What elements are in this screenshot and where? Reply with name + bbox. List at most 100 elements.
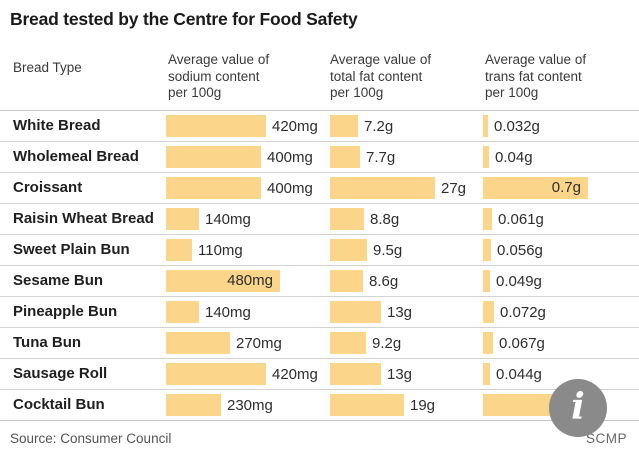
sodium-cell: 480mg [166, 266, 280, 296]
sodium-value: 400mg [267, 148, 313, 166]
source-note: Source: Consumer Council [10, 431, 172, 446]
fat-bar [330, 239, 367, 261]
fat-cell: 8.6g [330, 266, 398, 296]
sodium-value: 420mg [272, 365, 318, 383]
trans-bar: 0.7g [483, 177, 588, 199]
sodium-bar [166, 301, 199, 323]
fat-bar [330, 146, 360, 168]
fat-value: 19g [410, 396, 436, 414]
trans-cell: 0.061g [483, 204, 544, 234]
fat-bar [330, 363, 381, 385]
sodium-cell: 420mg [166, 359, 318, 389]
fat-bar [330, 332, 366, 354]
column-header-trans-fat: Average value of trans fat content per 1… [485, 52, 587, 100]
fat-bar [330, 115, 358, 137]
trans-bar [483, 239, 491, 261]
sodium-bar [166, 394, 221, 416]
bread-type-label: Wholemeal Bread [13, 148, 139, 165]
info-icon[interactable]: i [549, 379, 607, 437]
fat-cell: 8.8g [330, 204, 399, 234]
sodium-value: 420mg [272, 117, 318, 135]
sodium-value: 230mg [227, 396, 273, 414]
trans-bar [483, 115, 488, 137]
sodium-bar [166, 177, 261, 199]
trans-value: 0.044g [496, 365, 542, 383]
fat-bar [330, 394, 404, 416]
table-row: White Bread 420mg 7.2g 0.032g [0, 111, 639, 142]
sodium-bar [166, 332, 230, 354]
column-header-bread-type: Bread Type [13, 60, 82, 75]
table-row: Pineapple Bun 140mg 13g 0.072g [0, 297, 639, 328]
table-row: Sweet Plain Bun 110mg 9.5g 0.056g [0, 235, 639, 266]
fat-cell: 13g [330, 359, 412, 389]
fat-bar [330, 208, 364, 230]
table-row: Cocktail Bun 230mg 19g [0, 390, 639, 421]
trans-cell: 0.04g [483, 142, 533, 172]
sodium-bar [166, 208, 199, 230]
bread-type-label: Sesame Bun [13, 272, 104, 289]
fat-value: 27g [441, 179, 467, 197]
bread-type-label: Tuna Bun [13, 334, 82, 351]
trans-bar [483, 332, 493, 354]
sodium-cell: 140mg [166, 204, 251, 234]
info-icon-glyph: i [571, 385, 585, 428]
fat-value: 9.2g [372, 334, 402, 352]
fat-bar [330, 270, 363, 292]
fat-value: 9.5g [373, 241, 403, 259]
sodium-value: 110mg [198, 241, 243, 259]
fat-bar [330, 301, 381, 323]
table-row: Raisin Wheat Bread 140mg 8.8g 0.061g [0, 204, 639, 235]
table-row: Croissant 400mg 27g 0.7g [0, 173, 639, 204]
fat-bar [330, 177, 435, 199]
bread-type-label: Raisin Wheat Bread [13, 210, 154, 227]
trans-cell: 0.7g [483, 173, 588, 203]
table-row: Tuna Bun 270mg 9.2g 0.067g [0, 328, 639, 359]
sodium-cell: 400mg [166, 173, 313, 203]
trans-cell: 0.072g [483, 297, 546, 327]
fat-value: 13g [387, 303, 413, 321]
sodium-cell: 140mg [166, 297, 251, 327]
trans-value: 0.072g [500, 303, 546, 321]
sodium-cell: 110mg [166, 235, 243, 265]
trans-cell: 0.044g [483, 359, 542, 389]
chart-rows: White Bread 420mg 7.2g 0.032g Wholemeal Brea… [0, 110, 639, 421]
sodium-bar [166, 363, 266, 385]
fat-cell: 13g [330, 297, 412, 327]
trans-value: 0.061g [498, 210, 544, 228]
fat-value: 13g [387, 365, 413, 383]
publisher-credit: SCMP [585, 431, 627, 446]
fat-cell: 7.2g [330, 111, 393, 141]
sodium-value: 140mg [205, 303, 251, 321]
trans-value: 0.032g [494, 117, 540, 135]
column-header-total-fat: Average value of total fat content per 1… [330, 52, 432, 100]
bread-type-label: White Bread [13, 117, 101, 134]
fat-value: 7.7g [366, 148, 396, 166]
trans-value: 0.056g [497, 241, 543, 259]
bread-type-label: Pineapple Bun [13, 303, 118, 320]
column-header-sodium: Average value of sodium content per 100g [168, 52, 270, 100]
table-row: Sausage Roll 420mg 13g 0.044g [0, 359, 639, 390]
trans-value: 0.049g [496, 272, 542, 290]
sodium-cell: 400mg [166, 142, 313, 172]
trans-bar [483, 208, 492, 230]
footer-divider [0, 420, 639, 421]
fat-value: 8.8g [370, 210, 400, 228]
trans-bar [483, 301, 494, 323]
fat-cell: 7.7g [330, 142, 395, 172]
trans-cell: 0.067g [483, 328, 545, 358]
fat-cell: 9.2g [330, 328, 401, 358]
fat-cell: 27g [330, 173, 466, 203]
trans-cell: 0.049g [483, 266, 542, 296]
sodium-cell: 270mg [166, 328, 282, 358]
sodium-cell: 230mg [166, 390, 273, 420]
sodium-value: 480mg [227, 272, 273, 289]
sodium-cell: 420mg [166, 111, 318, 141]
fat-value: 8.6g [369, 272, 399, 290]
sodium-bar [166, 239, 192, 261]
sodium-value: 400mg [267, 179, 313, 197]
fat-cell: 19g [330, 390, 435, 420]
sodium-bar: 480mg [166, 270, 280, 292]
table-row: Wholemeal Bread 400mg 7.7g 0.04g [0, 142, 639, 173]
bread-type-label: Cocktail Bun [13, 396, 105, 413]
